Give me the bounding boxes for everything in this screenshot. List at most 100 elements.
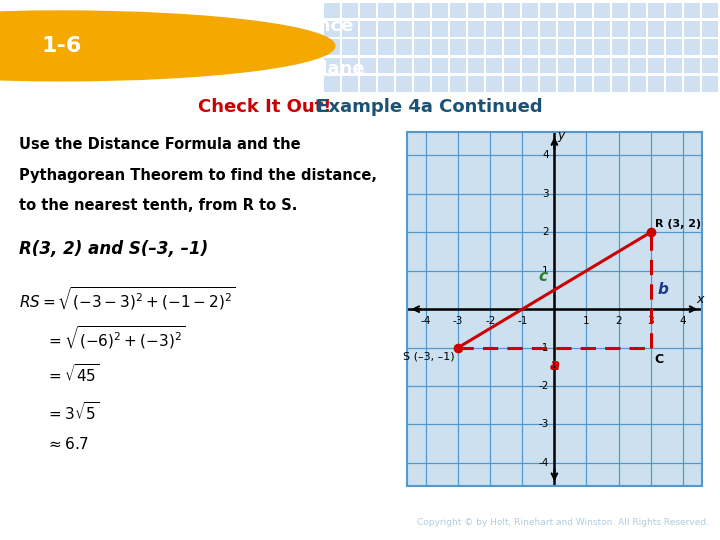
Bar [396,21,412,37]
Bar [360,39,376,55]
Bar [504,39,520,55]
Text: -3: -3 [453,316,464,326]
Bar [630,76,646,92]
Bar [432,21,448,37]
Bar [540,21,556,37]
Bar [450,21,466,37]
Bar [396,58,412,73]
Bar [396,39,412,55]
Text: in the Coordinate Plane: in the Coordinate Plane [126,60,364,78]
Text: $= \sqrt{(-6)^{2} + (-3)^{2}}$: $= \sqrt{(-6)^{2} + (-3)^{2}}$ [46,325,186,352]
Text: 1-6: 1-6 [41,36,81,56]
Bar [522,21,538,37]
Bar [576,58,592,73]
Bar [468,3,484,18]
Bar [468,58,484,73]
Text: $= 3\sqrt{5}$: $= 3\sqrt{5}$ [46,401,99,423]
Bar [540,76,556,92]
Text: 1: 1 [583,316,590,326]
Text: 4: 4 [680,316,686,326]
Bar [558,58,574,73]
Text: 2: 2 [616,316,622,326]
Text: Check It Out!: Check It Out! [198,98,331,116]
Text: -2: -2 [485,316,495,326]
Text: 2: 2 [542,227,549,237]
Bar [594,21,610,37]
Bar [612,58,628,73]
Text: 4: 4 [542,150,549,160]
Bar [558,39,574,55]
Text: C: C [654,353,664,366]
Text: Example 4a Continued: Example 4a Continued [310,98,542,116]
Text: a: a [549,359,559,373]
Bar [684,21,700,37]
Bar [450,39,466,55]
Bar [576,21,592,37]
Bar [414,39,430,55]
Bar [396,3,412,18]
Text: x: x [697,293,704,306]
Text: Pythagorean Theorem to find the distance,: Pythagorean Theorem to find the distance… [19,167,377,183]
Bar [540,3,556,18]
Text: $= \sqrt{45}$: $= \sqrt{45}$ [46,363,99,385]
Text: R (3, 2): R (3, 2) [654,219,701,229]
Bar [702,76,718,92]
Bar [648,76,664,92]
Bar [414,58,430,73]
Bar [396,76,412,92]
Bar [504,58,520,73]
Bar [594,76,610,92]
Text: R(3, 2) and S(–3, –1): R(3, 2) and S(–3, –1) [19,240,208,258]
Bar [630,58,646,73]
Bar [432,58,448,73]
Bar [666,39,682,55]
Bar [666,58,682,73]
Bar [594,39,610,55]
Circle shape [0,11,335,81]
Bar [378,39,394,55]
Text: 3: 3 [647,316,654,326]
Bar [360,76,376,92]
Bar [612,3,628,18]
Bar [486,39,502,55]
Text: y: y [557,129,564,142]
Text: b: b [657,282,668,298]
Bar [612,76,628,92]
Bar [360,21,376,37]
Text: S (–3, –1): S (–3, –1) [402,352,454,361]
Bar [324,58,340,73]
Bar [486,76,502,92]
Bar [666,3,682,18]
Bar [630,39,646,55]
Text: Holt Geometry: Holt Geometry [11,515,136,530]
Text: 1: 1 [542,266,549,276]
Text: -4: -4 [421,316,431,326]
Bar [684,39,700,55]
Bar [378,76,394,92]
Bar [486,21,502,37]
Text: Copyright © by Holt, Rinehart and Winston. All Rights Reserved.: Copyright © by Holt, Rinehart and Winsto… [417,518,709,527]
Bar [450,76,466,92]
Bar [324,76,340,92]
Bar [576,39,592,55]
Bar [342,21,358,37]
Bar [558,21,574,37]
Text: $\approx 6.7$: $\approx 6.7$ [46,436,89,452]
Bar [630,21,646,37]
Text: -4: -4 [539,458,549,468]
Bar [324,39,340,55]
Bar [414,3,430,18]
Bar [486,3,502,18]
Bar [630,3,646,18]
Bar [648,58,664,73]
Bar [342,3,358,18]
Bar [378,3,394,18]
Bar [702,58,718,73]
Text: Midpoint and Distance: Midpoint and Distance [126,17,354,35]
Bar [324,3,340,18]
Text: 3: 3 [542,189,549,199]
Bar [540,39,556,55]
Bar [648,39,664,55]
Bar [432,39,448,55]
Text: Use the Distance Formula and the: Use the Distance Formula and the [19,137,300,152]
